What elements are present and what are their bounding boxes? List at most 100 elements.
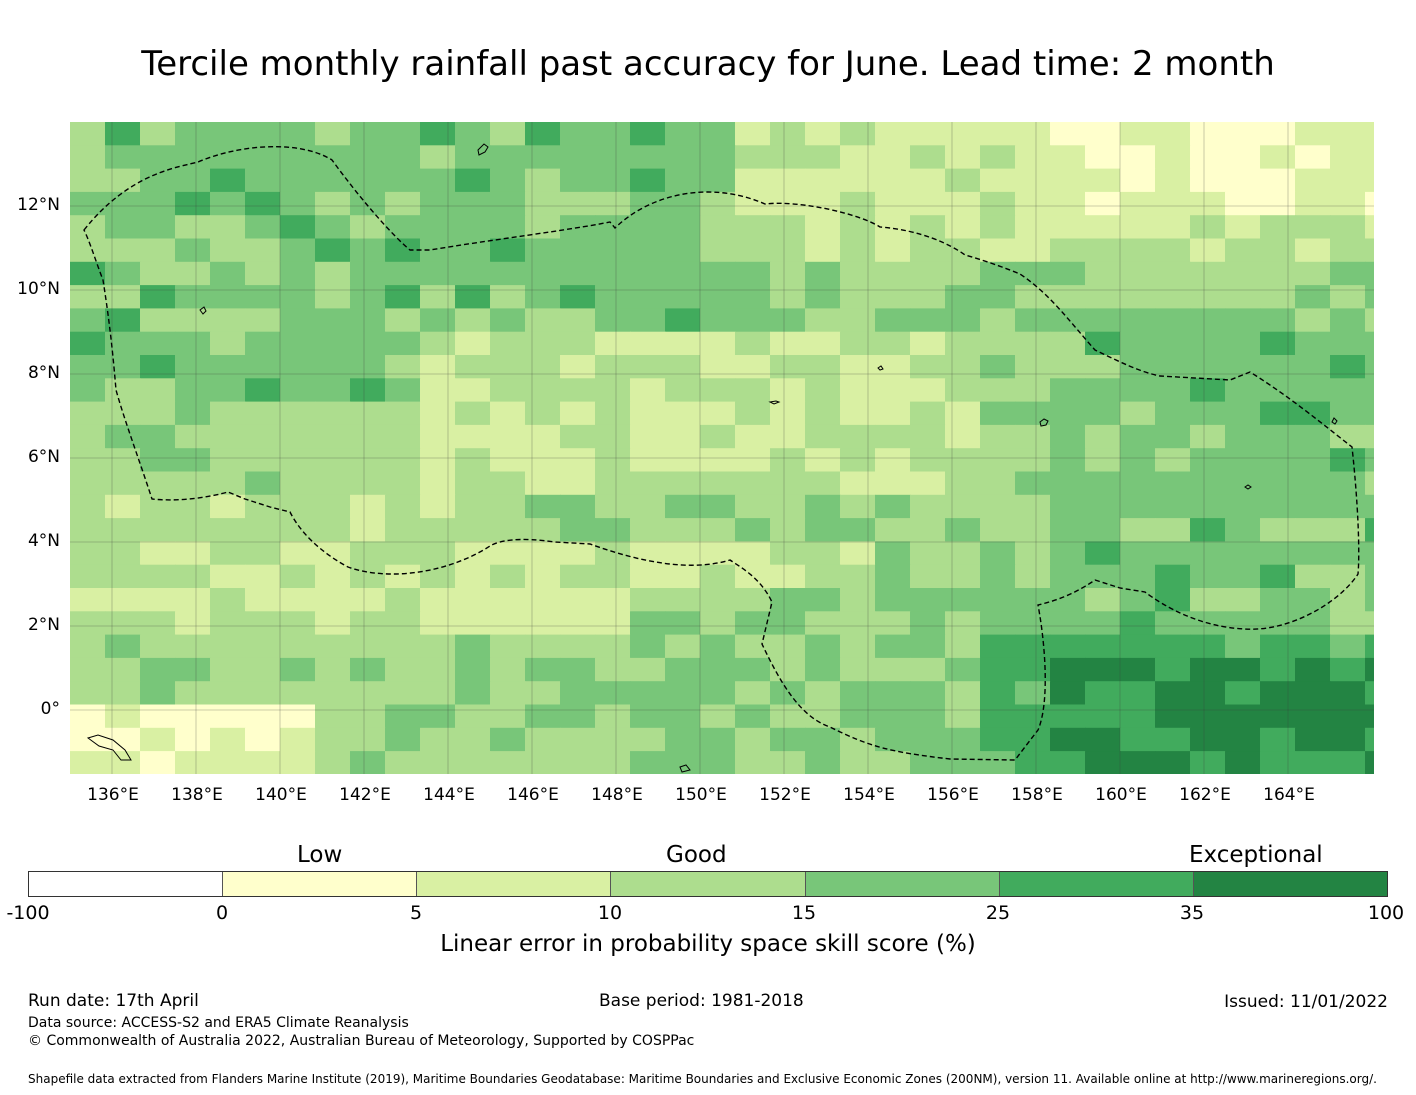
grid-cell (770, 494, 806, 519)
grid-cell (70, 191, 106, 216)
grid-cell (315, 261, 351, 286)
grid-cell (875, 588, 911, 612)
grid-cell (1120, 401, 1156, 426)
grid-cell (840, 704, 876, 729)
grid-cell (1365, 308, 1374, 333)
grid-cell (1015, 331, 1051, 356)
grid-cell (595, 191, 631, 216)
grid-cell (280, 751, 316, 774)
grid-cell (420, 657, 456, 682)
grid-cell (175, 541, 211, 566)
grid-cell (350, 331, 386, 356)
grid-cell (1225, 751, 1261, 774)
grid-cell (1260, 261, 1296, 286)
grid-cell (735, 378, 771, 403)
lon-label-144e: 144°E (423, 785, 475, 805)
grid-cell (105, 541, 141, 566)
grid-cell (1015, 494, 1051, 519)
grid-cell (1330, 145, 1366, 170)
grid-cell (1155, 681, 1191, 706)
grid-cell (280, 215, 316, 240)
grid-cell (980, 541, 1016, 566)
grid-cell (560, 308, 596, 333)
grid-cell (1225, 238, 1261, 263)
grid-cell (1365, 191, 1374, 216)
grid-cell (315, 448, 351, 473)
grid-cell (490, 681, 526, 706)
grid-cell (1155, 751, 1191, 774)
grid-cell (280, 704, 316, 729)
grid-cell (735, 238, 771, 263)
grid-cell (560, 634, 596, 659)
grid-cell (1120, 518, 1156, 542)
grid-cell (1330, 564, 1366, 589)
grid-cell (420, 122, 456, 146)
grid-cell (1155, 168, 1191, 193)
grid-cell (1050, 308, 1086, 333)
grid-cell (980, 448, 1016, 473)
grid-cell (735, 424, 771, 449)
grid-cell (245, 331, 281, 356)
grid-cell (210, 588, 246, 612)
grid-cell (840, 261, 876, 286)
grid-cell (315, 215, 351, 240)
grid-cell (770, 751, 806, 774)
colorbar-segment-6 (999, 872, 1194, 896)
grid-cell (805, 751, 841, 774)
grid-cell (315, 238, 351, 263)
lon-label-162e: 162°E (1179, 785, 1231, 805)
grid-cell (455, 261, 491, 286)
grid-cell (805, 122, 841, 146)
grid-cell (1085, 727, 1121, 752)
grid-cell (840, 588, 876, 612)
grid-cell (630, 168, 666, 193)
grid-cell (70, 518, 106, 542)
grid-cell (1225, 145, 1261, 170)
grid-cell (420, 681, 456, 706)
grid-cell (455, 588, 491, 612)
grid-cell (1085, 588, 1121, 612)
legend-category-exceptional: Exceptional (1189, 842, 1323, 868)
grid-cell (1330, 704, 1366, 729)
grid-cell (210, 704, 246, 729)
grid-cell (525, 564, 561, 589)
grid-cell (1365, 145, 1374, 170)
grid-cell (455, 704, 491, 729)
grid-cell (385, 494, 421, 519)
grid-cell (280, 168, 316, 193)
grid-cell (385, 122, 421, 146)
grid-cell (1085, 122, 1121, 146)
grid-cell (910, 424, 946, 449)
grid-cell (1365, 704, 1374, 729)
island-outline (1244, 484, 1252, 490)
skill-score-map (70, 122, 1374, 774)
grid-cell (210, 331, 246, 356)
grid-cell (210, 471, 246, 496)
grid-cell (1330, 634, 1366, 659)
island-outline (86, 734, 132, 761)
grid-cell (700, 727, 736, 752)
grid-cell (945, 215, 981, 240)
grid-cell (1155, 238, 1191, 263)
grid-cell (455, 215, 491, 240)
grid-cell (1190, 331, 1226, 356)
grid-cell (1260, 122, 1296, 146)
grid-cell (630, 261, 666, 286)
grid-cell (280, 261, 316, 286)
grid-cell (1050, 564, 1086, 589)
grid-cell (700, 588, 736, 612)
grid-cell (700, 681, 736, 706)
grid-cell (1225, 308, 1261, 333)
grid-cell (910, 355, 946, 379)
grid-cell (1085, 285, 1121, 309)
grid-cell (1155, 191, 1191, 216)
grid-cell (420, 331, 456, 356)
grid-cell (1155, 448, 1191, 473)
lat-label-2n: 2°N (27, 615, 60, 635)
grid-cell (735, 331, 771, 356)
grid-cell (700, 168, 736, 193)
grid-cell (1330, 238, 1366, 263)
grid-cell (595, 751, 631, 774)
grid-cell (210, 168, 246, 193)
grid-cell (525, 494, 561, 519)
